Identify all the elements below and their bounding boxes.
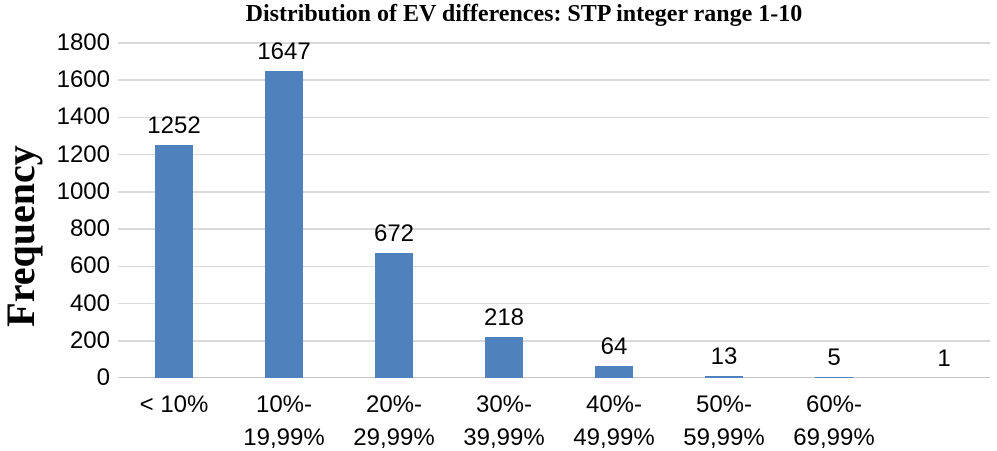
y-tick-label: 0: [96, 364, 110, 391]
chart-title: Distribution of EV differences: STP inte…: [245, 1, 803, 27]
x-tick-label: < 10%: [139, 391, 209, 418]
y-tick-label: 1200: [56, 140, 110, 168]
x-tick-label: 20%- 29,99%: [353, 391, 435, 451]
plot-area: [118, 42, 990, 378]
x-tick-label: 50%- 59,99%: [683, 391, 765, 451]
gridline: [118, 191, 990, 193]
x-tick-label: 30%- 39,99%: [463, 391, 545, 451]
gridline: [118, 340, 990, 342]
y-tick-label: 600: [69, 252, 110, 280]
gridline: [118, 79, 990, 81]
gridline: [118, 153, 990, 156]
x-tick-label: 40%- 49,99%: [573, 391, 655, 451]
bar: [265, 71, 303, 378]
gridline: [118, 265, 990, 268]
bar: [705, 376, 743, 378]
bar: [155, 145, 193, 378]
x-tick-label: 10%- 19,99%: [243, 391, 325, 451]
y-tick-label: 400: [69, 289, 110, 317]
y-tick-label: 200: [69, 326, 110, 354]
gridline: [118, 116, 990, 119]
y-tick-label: 1000: [56, 177, 110, 205]
y-tick-label: 1400: [56, 103, 110, 131]
gridline: [118, 302, 990, 305]
bar-value-label: 13: [710, 343, 738, 370]
bar-value-label: 5: [827, 344, 841, 371]
y-tick-label: 1600: [56, 66, 110, 94]
bar-value-label: 64: [600, 333, 628, 360]
bar: [485, 337, 523, 378]
x-axis-line: [118, 376, 990, 378]
bar-value-label: 1252: [147, 112, 201, 139]
x-tick-label: 60%- 69,99%: [793, 391, 875, 451]
y-tick-label: 800: [69, 215, 110, 243]
gridline: [118, 42, 990, 44]
bar-value-label: 1: [937, 345, 951, 372]
bar-value-label: 1647: [257, 38, 311, 65]
bar: [595, 366, 633, 378]
bar: [375, 253, 413, 378]
bar-value-label: 218: [483, 304, 525, 331]
bar-value-label: 672: [373, 220, 415, 247]
gridline: [118, 228, 990, 230]
y-tick-label: 1800: [56, 29, 110, 56]
bar: [815, 377, 853, 378]
